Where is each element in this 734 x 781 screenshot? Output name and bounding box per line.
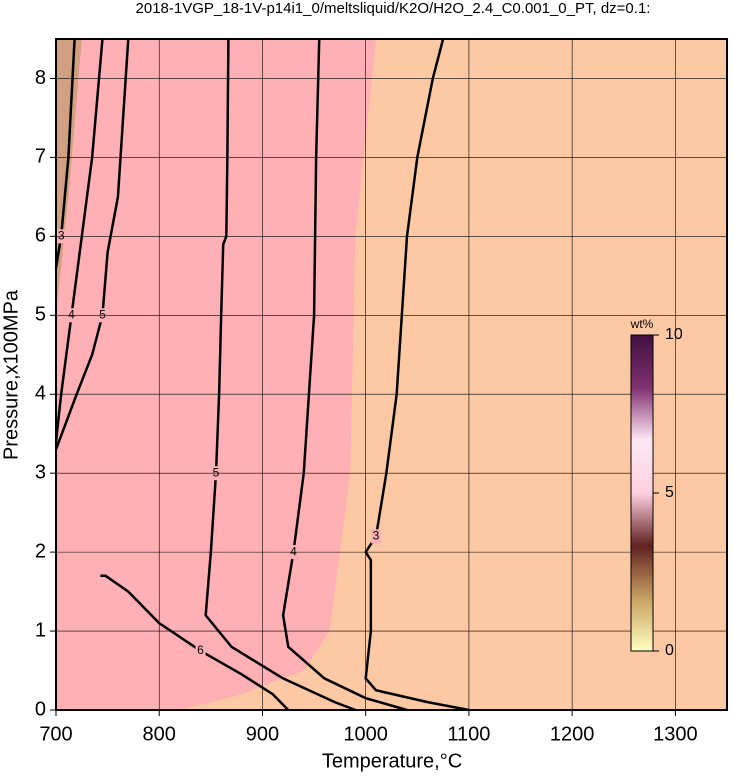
contour-line [54, 38, 76, 269]
x-tick-label: 1000 [343, 723, 388, 745]
x-tick-label: 800 [143, 723, 176, 745]
colorbar-tick-label: 10 [665, 326, 683, 343]
y-tick-label: 7 [35, 146, 46, 168]
y-tick-label: 0 [35, 698, 46, 720]
colorbar [630, 334, 654, 652]
x-tick-label: 900 [246, 723, 279, 745]
x-tick-label: 1100 [447, 723, 490, 745]
contour-label-bg [371, 529, 382, 544]
chart-title: 2018-1VGP_18-1V-p14i1_0/meltsliquid/K2O/… [136, 0, 651, 17]
y-tick-label: 2 [35, 540, 46, 562]
contour-line [100, 574, 290, 711]
y-tick-label: 5 [35, 304, 46, 326]
x-tick-label: 700 [39, 723, 72, 745]
high-region [56, 39, 82, 316]
contour-label: 5 [213, 465, 220, 479]
y-tick-label: 8 [35, 67, 46, 89]
x-tick-label: 1300 [653, 723, 698, 745]
plot-frame [55, 38, 728, 711]
colorbar-label: wt% [630, 317, 654, 331]
y-tick-label: 3 [35, 461, 46, 483]
contour-label: 4 [290, 544, 297, 558]
contour-label: 3 [58, 229, 65, 243]
y-tick-label: 1 [35, 619, 46, 641]
colorbar-tick-label: 5 [665, 484, 674, 501]
y-axis-label: Pressure,x100MPa [0, 289, 22, 460]
colorbar-tick-label: 0 [665, 642, 674, 659]
contour-label: 4 [68, 307, 75, 321]
contour-label-bg [195, 643, 206, 658]
high-region [56, 39, 377, 710]
contour-label: 6 [197, 643, 204, 657]
x-axis-label: Temperature,°C [322, 750, 462, 772]
y-tick-label: 4 [35, 383, 46, 405]
contour-label: 5 [99, 307, 106, 321]
y-tick-label: 6 [35, 225, 46, 247]
contour-line [54, 38, 104, 442]
x-tick-label: 1200 [550, 723, 595, 745]
contour-label: 3 [373, 529, 380, 543]
contour-line [54, 38, 130, 450]
